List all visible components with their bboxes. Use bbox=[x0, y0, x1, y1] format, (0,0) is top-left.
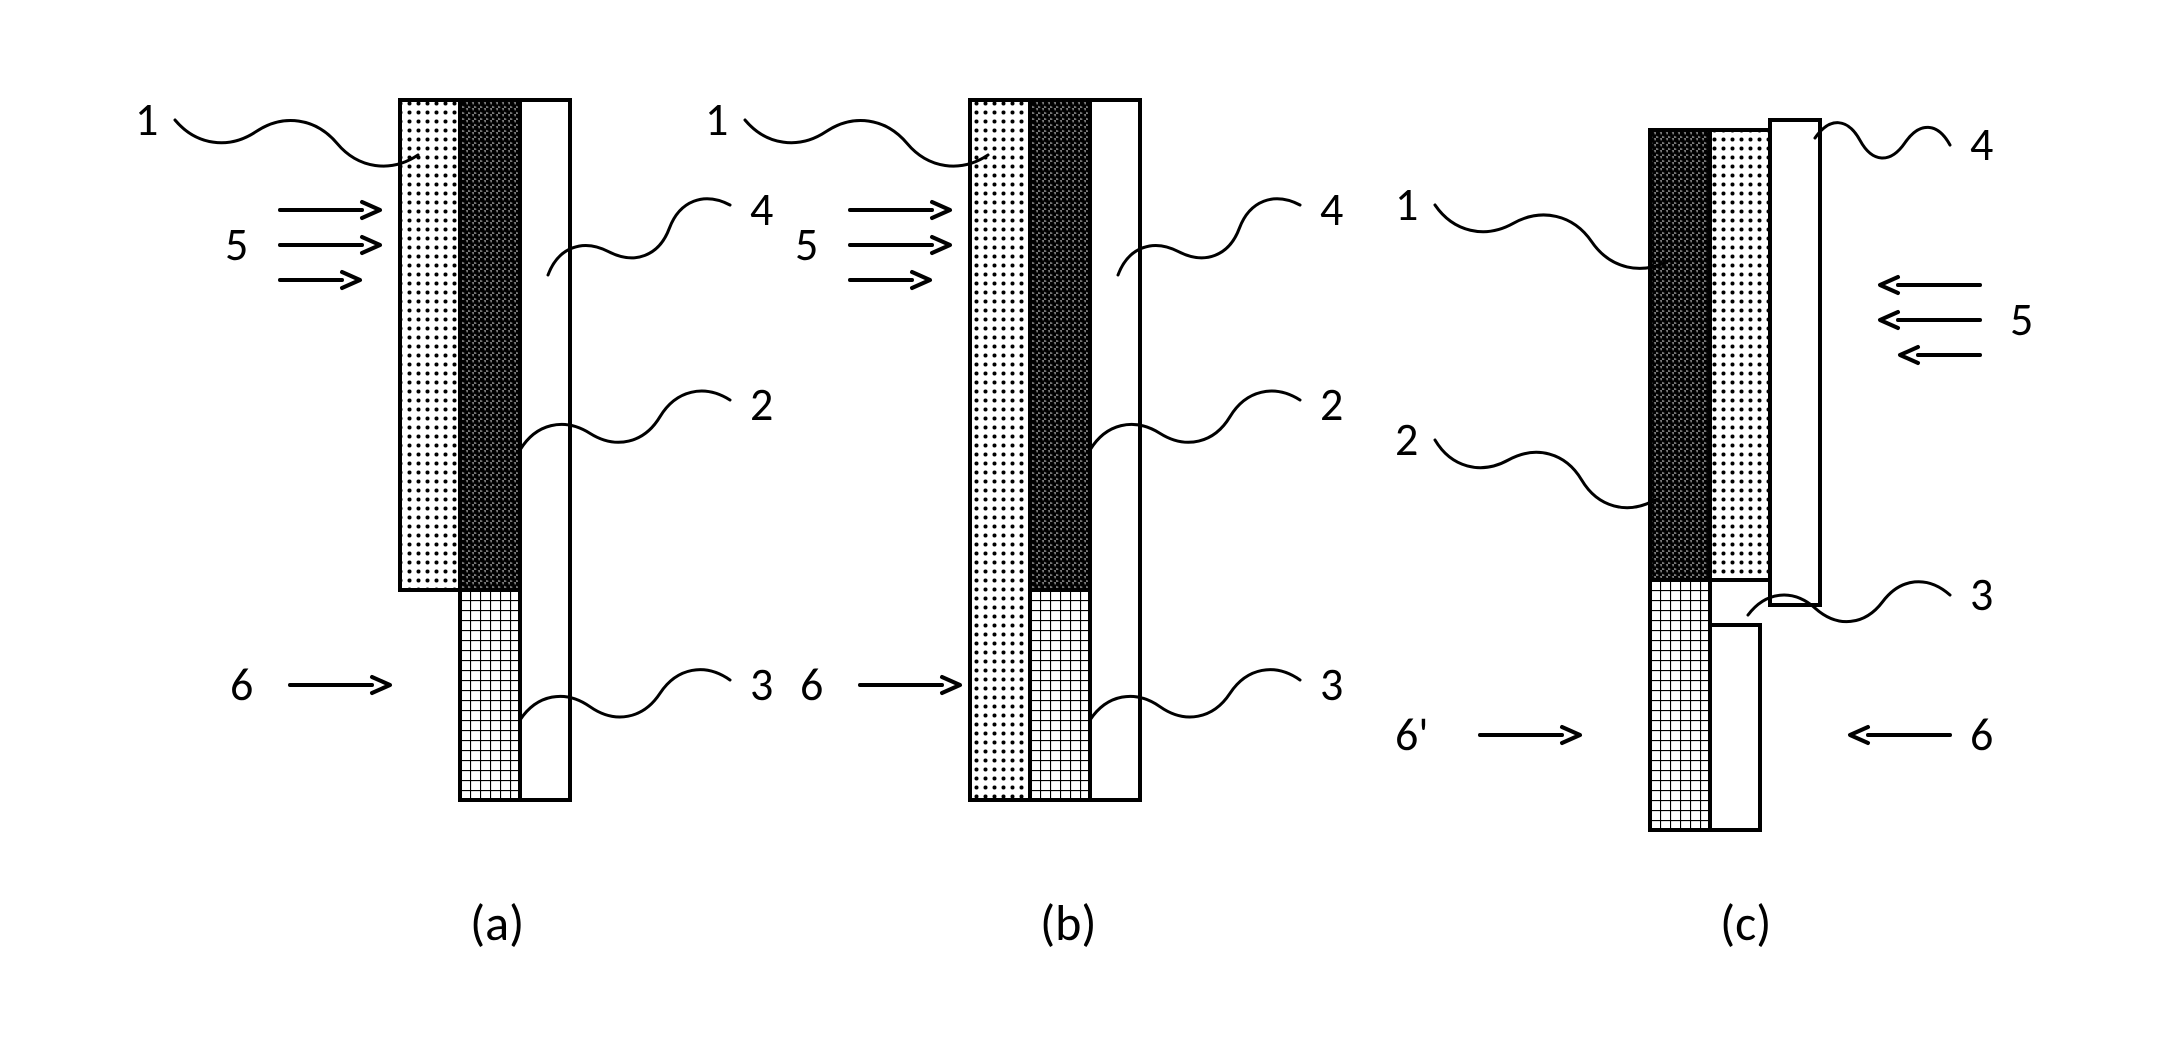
panel-caption-a: (a) bbox=[470, 893, 524, 954]
b-arrow-5-bot-head bbox=[912, 272, 930, 288]
a-lead-2 bbox=[548, 199, 730, 275]
b-arrow-5-mid-head bbox=[932, 237, 950, 253]
c-arrow-6p-head bbox=[1562, 727, 1580, 743]
a-arrow-6-head bbox=[372, 677, 390, 693]
a-layer-2-dark bbox=[460, 100, 520, 590]
a-arrow-5-bot-head bbox=[342, 272, 360, 288]
a-label-2: 2 bbox=[750, 377, 773, 433]
a-arrow-5-mid-head bbox=[362, 237, 380, 253]
b-arrow-5-top-head bbox=[932, 202, 950, 218]
a-arrow-5-top-head bbox=[362, 202, 380, 218]
c-arrow-5-top-head bbox=[1880, 277, 1898, 293]
b-lead-0 bbox=[745, 120, 988, 166]
c-layer-2-dark bbox=[1650, 130, 1710, 580]
c-layer-4-upper bbox=[1770, 120, 1820, 605]
c-arrow-5-mid-head bbox=[1880, 312, 1898, 328]
c-lead-1 bbox=[1435, 205, 1670, 268]
a-layer-3-hatch bbox=[460, 590, 520, 800]
c-lead-3 bbox=[1435, 440, 1655, 508]
panel-caption-b: (b) bbox=[1040, 893, 1097, 954]
b-lead-2 bbox=[1118, 199, 1300, 275]
b-label-5: 5 bbox=[795, 217, 818, 273]
b-label-1: 1 bbox=[705, 92, 728, 148]
b-label-4: 4 bbox=[1320, 182, 1343, 238]
a-label-5: 5 bbox=[225, 217, 248, 273]
panel-caption-c: (c) bbox=[1720, 893, 1771, 954]
c-label-5: 5 bbox=[2010, 292, 2033, 348]
c-layer-3-hatch bbox=[1650, 580, 1710, 830]
a-label-4: 4 bbox=[750, 182, 773, 238]
c-layer-1-dotted bbox=[1710, 130, 1770, 580]
c-arrow-6-head bbox=[1850, 727, 1868, 743]
b-arrow-6-head bbox=[942, 677, 960, 693]
c-label-2: 2 bbox=[1395, 412, 1418, 468]
b-layer-3-hatch bbox=[1030, 590, 1090, 800]
c-label-6': 6' bbox=[1395, 707, 1428, 763]
a-lead-0 bbox=[175, 120, 418, 166]
b-label-6: 6 bbox=[800, 657, 823, 713]
c-layer-4-lower bbox=[1710, 625, 1760, 830]
c-label-1: 1 bbox=[1395, 177, 1418, 233]
a-label-1: 1 bbox=[135, 92, 158, 148]
c-label-6: 6 bbox=[1970, 707, 1993, 763]
b-layer-2-dark bbox=[1030, 100, 1090, 590]
c-arrow-5-bot-head bbox=[1900, 347, 1918, 363]
a-layer-1-dotted bbox=[400, 100, 460, 590]
b-layer-1-dotted bbox=[970, 100, 1030, 800]
c-label-3: 3 bbox=[1970, 567, 1993, 623]
b-label-3: 3 bbox=[1320, 657, 1343, 713]
a-label-3: 3 bbox=[750, 657, 773, 713]
c-label-4: 4 bbox=[1970, 117, 1993, 173]
b-label-2: 2 bbox=[1320, 377, 1343, 433]
a-label-6: 6 bbox=[230, 657, 253, 713]
c-lead-0 bbox=[1815, 123, 1950, 158]
